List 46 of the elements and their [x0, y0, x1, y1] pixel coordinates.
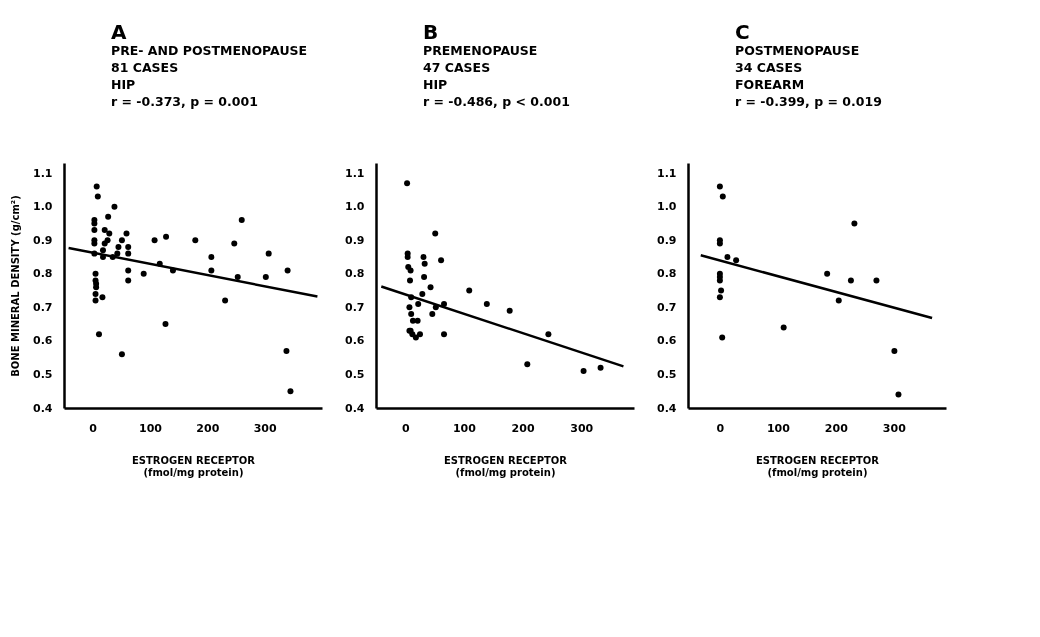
x-tick-label: 100 — [452, 421, 477, 435]
y-tick-label: 1.1 — [345, 166, 365, 180]
y-tick-label: 0.8 — [657, 267, 677, 281]
y-tick-label: 0.6 — [33, 334, 53, 348]
y-tick-label: 1.0 — [657, 200, 677, 214]
y-tick-label: 0.7 — [345, 300, 365, 314]
y-tick-label: 0.7 — [657, 300, 677, 314]
x-tick-label: 200 — [824, 421, 849, 435]
y-tick-label: 1.1 — [33, 166, 53, 180]
y-tick-label: 0.5 — [33, 367, 53, 381]
x-tick-label: 300 — [570, 421, 594, 435]
y-tick-label: 0.6 — [345, 334, 365, 348]
y-tick-label: 0.4 — [657, 401, 677, 415]
x-axis-title: ESTROGEN RECEPTOR (fmol/mg protein) — [444, 454, 568, 478]
x-tick-label: 0 — [89, 421, 98, 435]
chart-title: B — [423, 19, 439, 44]
x-tick-label: 100 — [139, 421, 163, 435]
x-tick-label: 300 — [253, 421, 277, 435]
x-tick-label: 100 — [766, 421, 791, 435]
chart-subtitle: PRE- AND POSTMENOPAUSE 81 CASES HIP r = -0.373, p = 0.001 — [111, 42, 308, 109]
y-tick-label: 0.9 — [657, 233, 677, 247]
y-tick-label: 0.4 — [345, 401, 365, 415]
x-tick-label: 0 — [401, 421, 410, 435]
chart-subtitle: POSTMENOPAUSE 34 CASES FOREARM r = -0.399, p = 0.019 — [735, 42, 882, 109]
y-tick-label: 1.1 — [657, 166, 677, 180]
y-tick-label: 1.0 — [33, 200, 53, 214]
y-tick-label: 0.5 — [345, 367, 365, 381]
y-tick-label: 0.8 — [345, 267, 365, 281]
x-tick-label: 300 — [882, 421, 907, 435]
x-tick-label: 0 — [716, 421, 725, 435]
y-tick-label: 1.0 — [345, 200, 365, 214]
chart-title: A — [111, 19, 127, 44]
y-tick-label: 0.7 — [33, 300, 53, 314]
x-axis-title: ESTROGEN RECEPTOR (fmol/mg protein) — [132, 454, 256, 478]
x-tick-label: 200 — [511, 421, 535, 435]
chart-title: C — [735, 19, 750, 44]
y-tick-label: 0.5 — [657, 367, 677, 381]
y-axis-title: BONE MINERAL DENSITY (g/cm²) — [10, 195, 22, 377]
x-tick-label: 200 — [196, 421, 220, 435]
y-tick-label: 0.9 — [33, 233, 53, 247]
y-tick-label: 0.9 — [345, 233, 365, 247]
chart-subtitle: PREMENOPAUSE 47 CASES HIP r = -0.486, p < 0.001 — [423, 42, 570, 109]
x-axis-title: ESTROGEN RECEPTOR (fmol/mg protein) — [756, 454, 880, 478]
y-tick-label: 0.4 — [33, 401, 53, 415]
y-tick-label: 0.6 — [657, 334, 677, 348]
y-tick-label: 0.8 — [33, 267, 53, 281]
